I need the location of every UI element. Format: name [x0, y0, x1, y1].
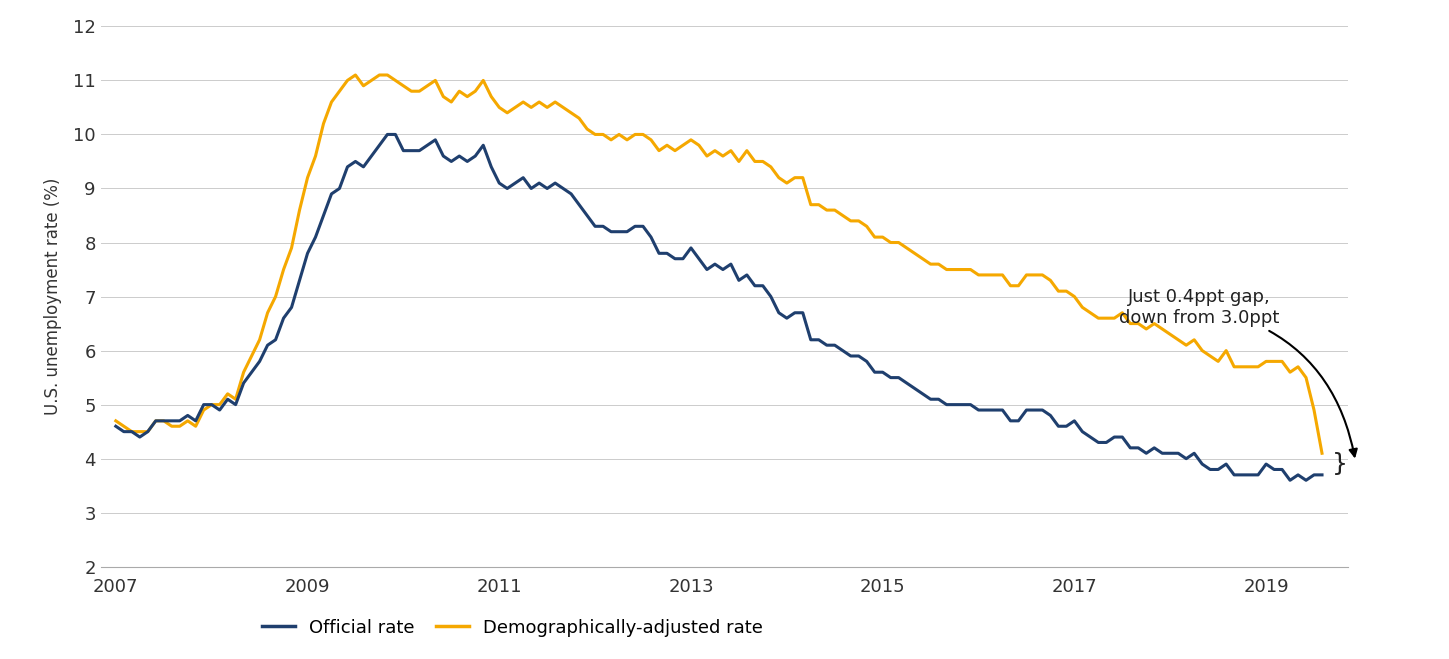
Text: }: } [1332, 452, 1348, 476]
Y-axis label: U.S. unemployment rate (%): U.S. unemployment rate (%) [43, 178, 62, 415]
Text: Just 0.4ppt gap,
down from 3.0ppt: Just 0.4ppt gap, down from 3.0ppt [1119, 288, 1356, 456]
Legend: Official rate, Demographically-adjusted rate: Official rate, Demographically-adjusted … [255, 612, 771, 645]
